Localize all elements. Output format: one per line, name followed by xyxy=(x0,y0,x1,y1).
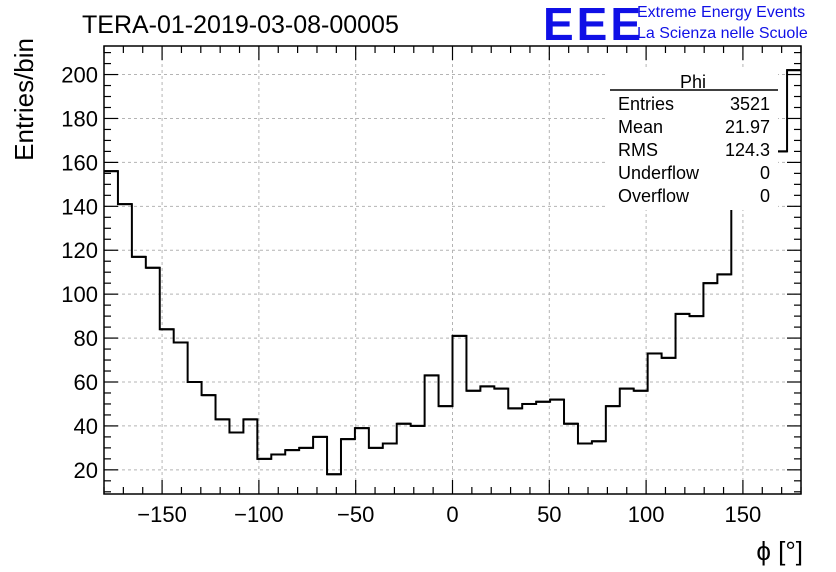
y-tick-label: 160 xyxy=(61,150,98,175)
y-tick-label: 120 xyxy=(61,238,98,263)
x-tick-label: −150 xyxy=(137,502,187,527)
histogram-outline xyxy=(104,69,801,476)
stats-rows: Entries 3521 Mean 21.97 RMS 124.3 Underflow 0 Ov… xyxy=(618,94,770,206)
x-tick-label: 0 xyxy=(446,502,458,527)
y-tick-labels: 20 40 60 80 100 120 140 160 180 200 xyxy=(61,63,98,483)
stats-box: Phi Entries 3521 Mean 21.97 RMS 124.3 Underflo… xyxy=(608,70,778,210)
stats-label: RMS xyxy=(618,140,658,160)
stats-value: 0 xyxy=(760,163,770,183)
stats-value: 3521 xyxy=(730,94,770,114)
stats-title: Phi xyxy=(680,72,706,92)
x-tick-label: −50 xyxy=(337,502,374,527)
logo-line-1: Extreme Energy Events xyxy=(637,4,806,21)
x-axis-title: ϕ [°] xyxy=(756,536,803,566)
stats-label: Mean xyxy=(618,117,663,137)
y-tick-label: 140 xyxy=(61,194,98,219)
x-tick-label: −100 xyxy=(234,502,284,527)
x-tick-label: 150 xyxy=(725,502,762,527)
stats-label: Entries xyxy=(618,94,674,114)
x-tick-labels: −150 −100 −50 0 50 100 150 xyxy=(137,502,761,527)
stats-value: 21.97 xyxy=(725,117,770,137)
x-tick-label: 50 xyxy=(537,502,561,527)
stats-value: 124.3 xyxy=(725,140,770,160)
stats-label: Underflow xyxy=(618,163,700,183)
y-tick-label: 80 xyxy=(74,326,98,351)
y-tick-label: 100 xyxy=(61,282,98,307)
histogram-series xyxy=(104,69,801,476)
x-tick-label: 100 xyxy=(628,502,665,527)
y-tick-label: 40 xyxy=(74,414,98,439)
y-tick-label: 200 xyxy=(61,63,98,88)
grid xyxy=(104,46,801,494)
y-tick-label: 60 xyxy=(74,370,98,395)
stats-label: Overflow xyxy=(618,186,690,206)
stats-value: 0 xyxy=(760,186,770,206)
y-axis-title: Entries/bin xyxy=(9,38,39,161)
logo-mark: EEE xyxy=(543,0,645,50)
y-tick-label: 20 xyxy=(74,458,98,483)
chart-title: TERA-01-2019-03-08-00005 xyxy=(82,11,399,39)
logo-line-2: La Scienza nelle Scuole xyxy=(637,25,808,42)
axis-ticks xyxy=(103,46,802,494)
y-tick-label: 180 xyxy=(61,106,98,131)
stats-box-background xyxy=(608,70,778,210)
